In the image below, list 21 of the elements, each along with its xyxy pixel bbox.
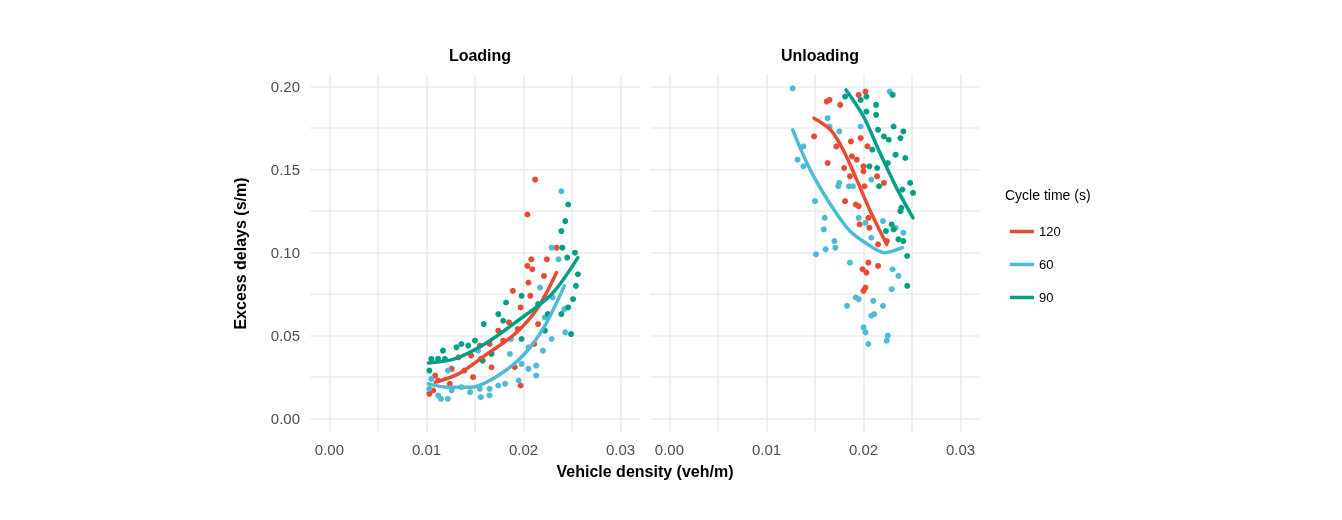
chart-title: Loading [448, 46, 512, 64]
legend-title: Cycle time (s) [1005, 187, 1091, 203]
x-tick-label: 0.03 [945, 441, 976, 458]
x-tick-label: 0.02 [848, 441, 879, 458]
legend-label: 120 [1039, 224, 1061, 239]
legend-label: 90 [1039, 290, 1054, 305]
x-tick-label: 0.03 [605, 441, 636, 458]
y-tick-label: 0.10 [270, 244, 300, 262]
y-axis-title: Excess delays (s/m) [231, 177, 249, 330]
x-axis-title: Vehicle density (veh/m) [556, 463, 734, 481]
x-tick-label: 0.02 [508, 441, 539, 458]
x-tick-label: 0.00 [314, 441, 345, 458]
x-tick-label: 0.00 [654, 441, 685, 458]
y-tick-label: 0.05 [270, 327, 300, 345]
y-tick-label: 0.00 [270, 410, 300, 428]
x-tick-label: 0.01 [411, 441, 442, 458]
y-tick-label: 0.15 [270, 161, 300, 179]
y-tick-label: 0.20 [270, 78, 300, 96]
x-tick-label: 0.01 [751, 441, 782, 458]
chart-title: Unloading [780, 46, 860, 64]
legend-label: 60 [1039, 257, 1054, 272]
